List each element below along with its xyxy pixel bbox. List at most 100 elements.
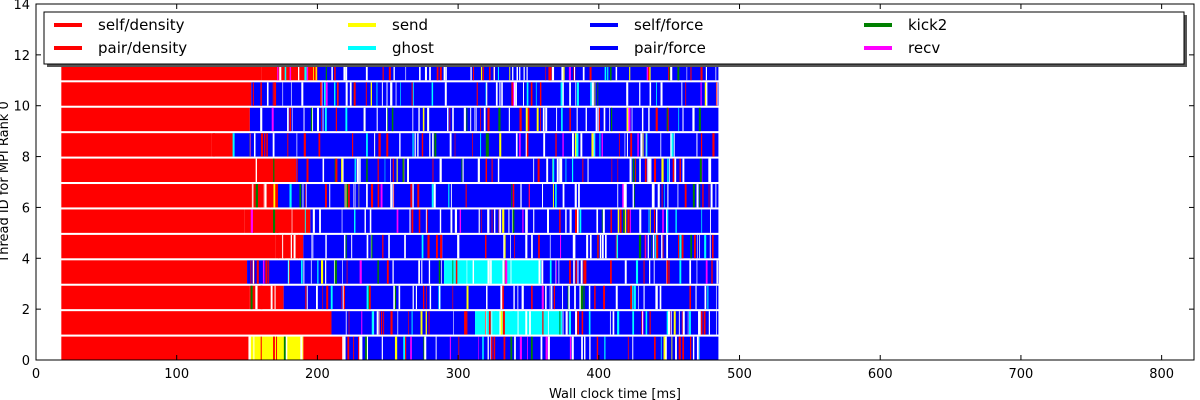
task-sliver [556, 107, 558, 132]
task-sliver [478, 336, 479, 360]
task-sliver [662, 209, 664, 233]
y-tick-label: 12 [13, 49, 30, 64]
task-sliver [424, 56, 427, 81]
task-sliver [490, 336, 492, 360]
task-sliver [260, 107, 263, 132]
task-sliver [663, 336, 666, 360]
x-tick-label: 700 [1009, 367, 1034, 382]
task-sliver [594, 82, 596, 106]
task-sliver [668, 260, 670, 284]
task-sliver [581, 336, 583, 360]
task-segment [255, 158, 297, 182]
task-sliver [595, 107, 598, 132]
task-sliver [526, 56, 528, 81]
task-sliver [343, 336, 346, 360]
task-sliver [677, 56, 679, 81]
task-sliver [562, 311, 564, 335]
task-sliver [650, 158, 652, 182]
task-sliver [689, 260, 692, 284]
task-sliver [538, 234, 540, 259]
task-sliver [508, 209, 510, 233]
task-sliver [630, 209, 632, 233]
task-sliver [312, 209, 315, 233]
task-sliver [415, 285, 417, 310]
task-sliver [334, 260, 337, 284]
task-sliver [582, 158, 584, 182]
task-sliver [540, 336, 543, 360]
task-sliver [250, 285, 253, 310]
task-sliver [303, 133, 306, 157]
task-sliver [575, 209, 577, 233]
task-sliver [485, 311, 486, 335]
task-sliver [398, 285, 400, 310]
task-sliver [345, 234, 347, 259]
task-sliver [411, 82, 413, 106]
x-tick-label: 600 [868, 367, 893, 382]
task-sliver [577, 260, 579, 284]
task-sliver [366, 133, 368, 157]
task-sliver [365, 56, 368, 81]
legend-label: pair/density [98, 39, 187, 57]
task-sliver [565, 158, 567, 182]
task-sliver [552, 158, 555, 182]
task-sliver [701, 209, 703, 233]
task-segment [61, 234, 276, 259]
task-sliver [624, 260, 627, 284]
task-sliver [666, 260, 669, 284]
task-sliver [569, 209, 572, 233]
task-sliver [429, 133, 431, 157]
task-sliver [672, 158, 675, 182]
task-sliver [538, 260, 541, 284]
task-sliver [501, 82, 503, 106]
task-sliver [487, 209, 490, 233]
y-tick-label: 2 [22, 303, 30, 318]
task-sliver [388, 56, 391, 81]
task-sliver [639, 158, 641, 182]
legend-label: self/force [634, 16, 703, 34]
task-segment [331, 311, 475, 335]
task-sliver [418, 209, 421, 233]
task-sliver [527, 336, 528, 360]
task-sliver [249, 336, 251, 360]
task-sliver [304, 56, 307, 81]
task-sliver [351, 234, 353, 259]
task-sliver [510, 234, 511, 259]
task-sliver [382, 56, 384, 81]
task-sliver [349, 82, 352, 106]
task-sliver [603, 285, 606, 310]
task-sliver [690, 234, 693, 259]
task-sliver [539, 82, 542, 106]
task-sliver [263, 133, 266, 157]
task-sliver [361, 311, 363, 335]
task-sliver [597, 234, 599, 259]
task-sliver [260, 82, 262, 106]
task-sliver [431, 82, 434, 106]
task-sliver [297, 234, 299, 259]
task-sliver [461, 158, 463, 182]
task-sliver [359, 336, 361, 360]
task-sliver [705, 260, 708, 284]
task-segment [303, 336, 346, 360]
task-sliver [452, 107, 454, 132]
task-sliver [436, 56, 439, 81]
task-sliver [551, 56, 555, 81]
task-sliver [381, 311, 383, 335]
task-sliver [325, 184, 327, 208]
task-sliver [273, 158, 275, 182]
task-sliver [574, 133, 578, 157]
task-sliver [253, 133, 256, 157]
task-sliver [391, 107, 394, 132]
task-sliver [370, 184, 374, 208]
task-sliver [555, 133, 557, 157]
task-sliver [277, 234, 279, 259]
task-sliver [404, 336, 407, 360]
task-sliver [605, 234, 607, 259]
task-sliver [296, 158, 298, 182]
task-sliver [610, 209, 612, 233]
task-sliver [552, 184, 554, 208]
task-sliver [457, 234, 460, 259]
task-sliver [568, 56, 571, 81]
task-sliver [571, 336, 574, 360]
task-sliver [472, 56, 475, 81]
task-sliver [466, 285, 469, 310]
